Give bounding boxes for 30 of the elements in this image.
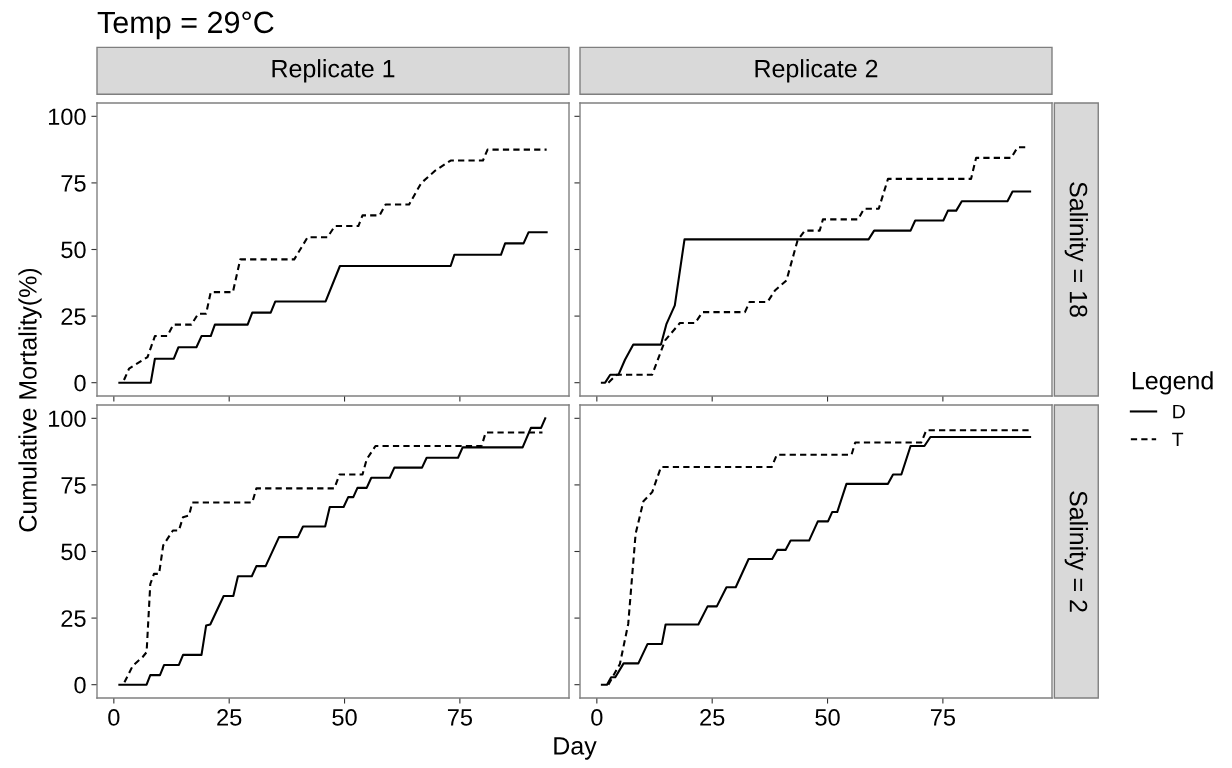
x-tick-label: 0 [591,709,603,726]
y-tick-label: 25 [61,308,86,325]
y-tick-label: 100 [48,108,86,126]
y-tick-label: 75 [61,175,86,192]
x-tick-label: 50 [332,709,357,726]
line-series [118,231,548,384]
y-axis-title: Cumulative Mortality(%) [18,268,42,532]
x-tick-label: 25 [700,709,725,726]
x-tick-label: 0 [108,709,120,726]
y-tick-label: 0 [74,374,86,392]
y-tick-label: 0 [74,676,86,694]
chart-subtitle: Replicate 2 [755,59,878,83]
x-axis-title: Day [554,737,597,760]
line-series [122,148,548,382]
chart-subtitle: Replicate 1 [272,59,395,83]
y-tick-label: 50 [61,241,86,259]
x-tick-label: 75 [930,709,956,726]
chart-title: Temp = 29°C [97,11,274,40]
legend-label: T [1172,432,1184,447]
x-tick-label: 50 [815,709,840,726]
y2-axis-title: Salinity = 2 [1064,491,1088,612]
legend-title: Legend [1132,371,1213,395]
x-tick-label: 25 [217,709,242,726]
x-tick-label: 75 [447,709,473,726]
legend-label: D [1173,404,1185,419]
y-tick-label: 75 [61,477,86,494]
y-tick-label: 100 [48,410,86,428]
y2-axis-title: Salinity = 18 [1064,182,1088,317]
y-tick-label: 50 [61,543,86,561]
y-tick-label: 25 [61,610,86,627]
